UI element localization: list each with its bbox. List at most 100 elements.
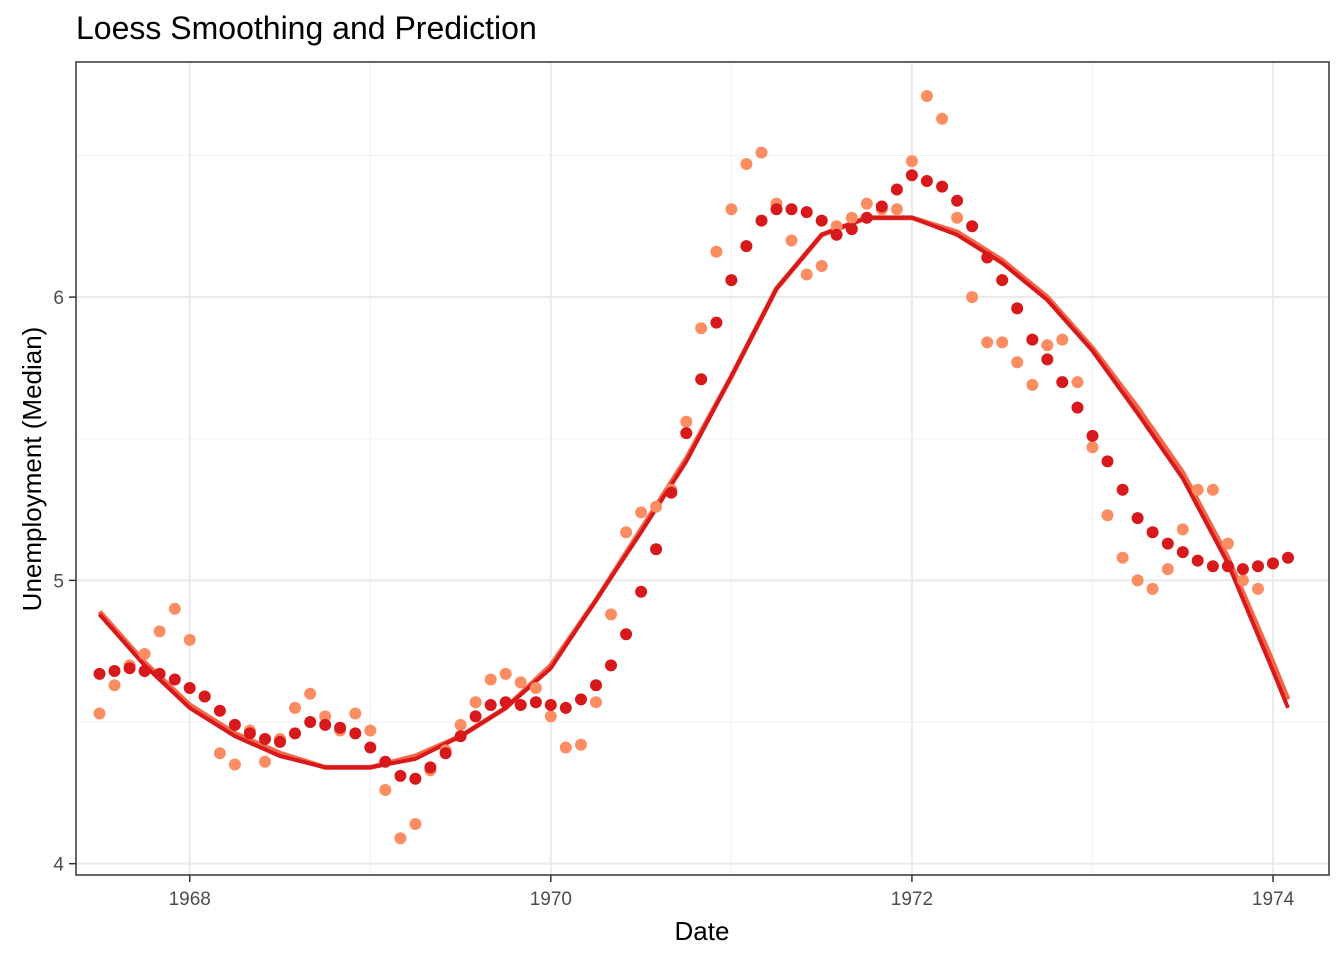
observed-point bbox=[168, 602, 181, 615]
observed-point bbox=[815, 260, 828, 272]
smoothed-point bbox=[1191, 554, 1204, 567]
smoothed-point bbox=[785, 203, 798, 216]
smoothed-point bbox=[319, 718, 332, 731]
observed-point bbox=[740, 158, 753, 170]
x-tick-label: 1970 bbox=[530, 889, 572, 910]
chart-title: Loess Smoothing and Prediction bbox=[76, 10, 537, 46]
smoothed-point bbox=[469, 710, 482, 723]
x-tick-label: 1974 bbox=[1252, 889, 1295, 910]
smoothed-points bbox=[93, 169, 1294, 785]
smoothed-point bbox=[725, 274, 738, 287]
smoothed-point bbox=[860, 211, 873, 224]
observed-point bbox=[695, 322, 708, 335]
smoothed-point bbox=[695, 373, 708, 386]
observed-point bbox=[499, 667, 512, 680]
observed-point bbox=[890, 203, 903, 216]
smoothed-point bbox=[544, 699, 557, 711]
observed-point bbox=[966, 291, 979, 304]
observed-point bbox=[1236, 574, 1249, 587]
smoothed-point bbox=[499, 696, 512, 709]
smoothed-point bbox=[559, 701, 572, 714]
prediction-line bbox=[97, 215, 1291, 770]
smoothed-point bbox=[304, 716, 317, 728]
smoothed-point bbox=[1011, 302, 1024, 315]
observed-point bbox=[1191, 483, 1204, 496]
observed-point bbox=[364, 724, 377, 737]
observed-point bbox=[1131, 574, 1144, 587]
observed-point bbox=[514, 676, 527, 689]
observed-point bbox=[785, 234, 798, 247]
observed-point bbox=[860, 197, 873, 210]
smoothed-point bbox=[710, 316, 723, 329]
observed-point bbox=[680, 415, 693, 428]
observed-point bbox=[454, 718, 467, 731]
smoothed-point bbox=[168, 673, 181, 686]
observed-point bbox=[559, 741, 572, 754]
observed-point bbox=[183, 633, 196, 646]
observed-point bbox=[259, 755, 271, 768]
smoothed-point bbox=[981, 251, 994, 264]
smoothed-point bbox=[93, 667, 106, 680]
prediction-lines bbox=[97, 215, 1291, 770]
observed-point bbox=[304, 687, 317, 700]
smoothed-point bbox=[575, 693, 587, 706]
observed-point bbox=[1206, 483, 1219, 496]
smoothed-point bbox=[875, 200, 888, 213]
smoothed-point bbox=[1282, 551, 1294, 564]
smoothed-point bbox=[1071, 401, 1084, 414]
smoothed-point bbox=[605, 659, 617, 672]
smoothed-point bbox=[800, 206, 813, 219]
observed-point bbox=[650, 500, 663, 513]
smoothed-point bbox=[1041, 353, 1054, 366]
observed-point bbox=[349, 707, 362, 720]
smoothed-point bbox=[289, 727, 301, 740]
smoothed-point bbox=[951, 194, 964, 207]
smoothed-point bbox=[590, 679, 602, 692]
smoothed-point bbox=[213, 704, 226, 717]
smoothed-point bbox=[1206, 560, 1219, 573]
observed-point bbox=[379, 784, 392, 796]
smoothed-point bbox=[920, 175, 933, 187]
observed-point bbox=[830, 220, 843, 233]
smoothed-point bbox=[153, 667, 166, 680]
smoothed-point bbox=[755, 214, 768, 227]
observed-point bbox=[1041, 339, 1054, 352]
major-grid bbox=[76, 62, 1329, 875]
smoothed-point bbox=[740, 240, 753, 253]
observed-point bbox=[620, 526, 633, 539]
smoothed-point bbox=[996, 274, 1009, 287]
observed-point bbox=[605, 608, 617, 621]
x-axis-title: Date bbox=[675, 916, 730, 946]
smoothed-point bbox=[620, 628, 633, 641]
observed-point bbox=[996, 336, 1009, 349]
smoothed-point bbox=[409, 772, 422, 785]
y-tick-label: 6 bbox=[53, 288, 64, 309]
observed-point bbox=[755, 146, 768, 159]
observed-point bbox=[590, 696, 602, 709]
observed-point bbox=[108, 679, 121, 692]
observed-point bbox=[409, 818, 422, 830]
x-tick-label: 1972 bbox=[891, 889, 933, 910]
observed-point bbox=[394, 832, 407, 845]
observed-point bbox=[1221, 537, 1234, 550]
smoothed-point bbox=[665, 486, 678, 499]
minor-grid bbox=[76, 62, 1329, 875]
smoothed-point bbox=[770, 203, 783, 216]
observed-point bbox=[1011, 356, 1024, 369]
smoothed-point bbox=[259, 733, 271, 745]
smoothed-point bbox=[1116, 483, 1129, 496]
smoothed-point bbox=[123, 662, 136, 675]
smoothed-point bbox=[1267, 557, 1279, 570]
observed-point bbox=[469, 696, 482, 709]
smoothed-point bbox=[635, 585, 648, 598]
observed-point bbox=[1026, 378, 1039, 391]
observed-point bbox=[635, 506, 648, 519]
smoothed-point bbox=[890, 183, 903, 196]
observed-point bbox=[1056, 333, 1069, 346]
smoothed-point bbox=[845, 223, 858, 236]
smoothed-point bbox=[228, 718, 241, 731]
observed-point bbox=[710, 245, 723, 258]
smoothed-point bbox=[1252, 560, 1264, 573]
smoothed-point bbox=[1161, 537, 1174, 550]
